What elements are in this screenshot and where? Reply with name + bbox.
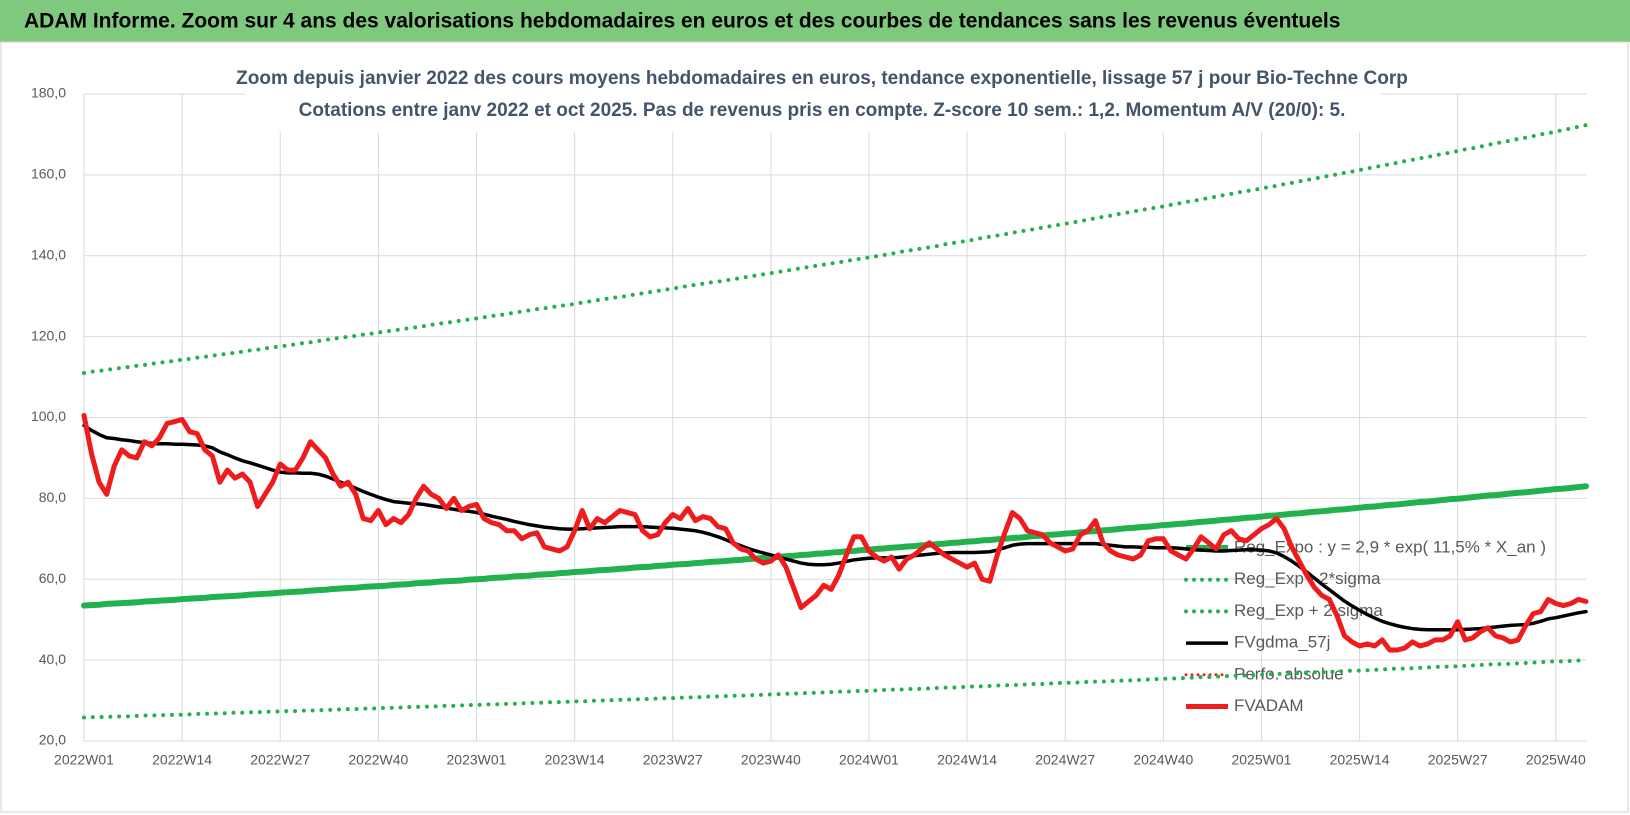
series-line — [81, 483, 1589, 609]
x-tick-label: 2023W40 — [741, 752, 801, 768]
legend-label: Reg_Exp + 2 sigma — [1234, 601, 1383, 620]
y-tick-label: 140,0 — [31, 246, 66, 262]
y-tick-label: 180,0 — [31, 85, 66, 101]
x-tick-label: 2024W01 — [839, 752, 899, 768]
x-tick-label: 2022W27 — [250, 752, 310, 768]
chart-frame — [0, 41, 1629, 813]
y-tick-label: 160,0 — [31, 166, 66, 182]
x-tick-label: 2023W27 — [643, 752, 703, 768]
y-tick-label: 60,0 — [39, 570, 66, 586]
legend-label: FVgdma_57j — [1234, 633, 1330, 652]
x-tick-label: 2024W27 — [1035, 752, 1095, 768]
x-tick-label: 2025W01 — [1231, 752, 1291, 768]
y-tick-label: 100,0 — [31, 408, 66, 424]
header-bar — [0, 0, 1630, 42]
legend-label: Reg_Expo : y = 2,9 * exp( 11,5% * X_an ) — [1234, 537, 1546, 556]
y-tick-label: 120,0 — [31, 327, 66, 343]
x-tick-label: 2024W40 — [1133, 752, 1193, 768]
x-tick-label: 2024W14 — [937, 752, 997, 768]
title-background — [245, 62, 1380, 132]
x-tick-label: 2022W01 — [54, 752, 114, 768]
x-tick-label: 2025W14 — [1330, 752, 1390, 768]
x-tick-label: 2022W14 — [152, 752, 212, 768]
y-tick-label: 40,0 — [39, 651, 66, 667]
page-title: ADAM Informe. Zoom sur 4 ans des valoris… — [24, 10, 1340, 33]
chart-subtitle: Cotations entre janv 2022 et oct 2025. P… — [299, 100, 1346, 121]
plot-lines — [81, 123, 1589, 720]
series-line — [81, 412, 1589, 653]
chart-title: Zoom depuis janvier 2022 des cours moyen… — [236, 68, 1408, 89]
legend-label: FVADAM — [1234, 696, 1304, 715]
y-tick-label: 80,0 — [39, 489, 66, 505]
x-tick-label: 2022W40 — [348, 752, 408, 768]
x-tick-label: 2025W40 — [1526, 752, 1586, 768]
series-line — [82, 123, 1588, 376]
x-tick-label: 2023W01 — [447, 752, 507, 768]
x-tick-label: 2023W14 — [545, 752, 605, 768]
y-tick-label: 20,0 — [39, 732, 66, 748]
x-tick-label: 2025W27 — [1428, 752, 1488, 768]
